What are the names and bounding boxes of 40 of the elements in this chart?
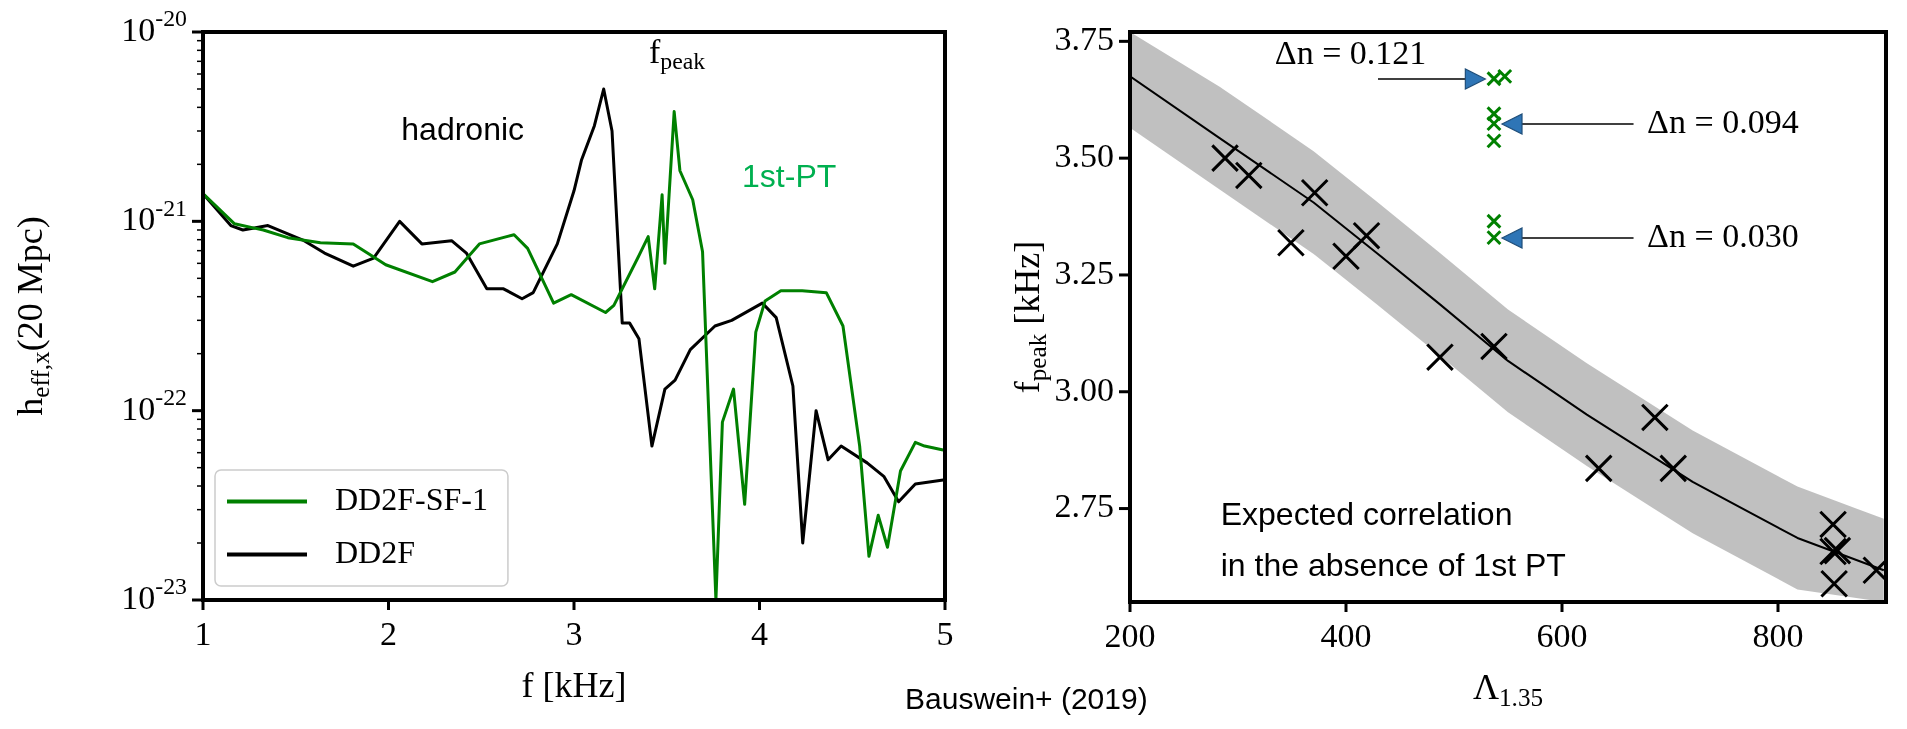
- annotation: hadronic: [401, 110, 525, 147]
- annotation: Expected correlation in the absence of 1st PT: [1220, 496, 1566, 584]
- x-axis-title: f [kHz]: [521, 665, 627, 706]
- point: [1300, 178, 1329, 207]
- x-tick-label: 3: [565, 614, 583, 652]
- y-axis-title: fpeak [kHz]: [1007, 240, 1051, 394]
- y-tick-label: 3.75: [1054, 20, 1114, 58]
- x-tick-label: 200: [1104, 616, 1156, 654]
- point: [1819, 569, 1849, 599]
- x-tick-label: 800: [1752, 616, 1804, 654]
- x-tick-label: 2: [380, 614, 397, 652]
- point: [1352, 221, 1381, 250]
- annotation: Δn = 0.121: [1274, 33, 1427, 71]
- point: [1425, 342, 1455, 372]
- x-tick-label: 1: [194, 614, 212, 652]
- y-tick-label: 2.75: [1054, 487, 1114, 525]
- point: [1486, 70, 1502, 87]
- point: [1640, 403, 1670, 432]
- point: [1479, 332, 1509, 361]
- point: [1210, 143, 1240, 173]
- annotation: 1st-PT: [742, 157, 837, 194]
- y-tick-label: 3.25: [1054, 253, 1114, 291]
- x-tick-label: 4: [751, 614, 768, 652]
- y-tick-label: 3.50: [1054, 137, 1114, 175]
- point: [1234, 161, 1264, 190]
- point: [1659, 454, 1688, 483]
- point: [1276, 228, 1306, 257]
- text: Bauswein+ (2019): [905, 682, 1148, 716]
- point: [1584, 454, 1613, 483]
- x-tick-label: 5: [936, 614, 954, 652]
- x-tick-label: 600: [1536, 616, 1588, 654]
- annotation: Δn = 0.094: [1647, 102, 1799, 140]
- legend-label: DD2F: [335, 533, 416, 570]
- y-tick-label: 3.00: [1054, 370, 1114, 408]
- annotation: Δn = 0.030: [1647, 216, 1799, 254]
- point: [1331, 242, 1361, 271]
- legend-label: DD2F-SF-1: [335, 480, 488, 517]
- x-tick-label: 400: [1320, 616, 1372, 654]
- point: [1496, 68, 1513, 85]
- y-axis-title: heff,x(20 Mpc): [10, 216, 54, 416]
